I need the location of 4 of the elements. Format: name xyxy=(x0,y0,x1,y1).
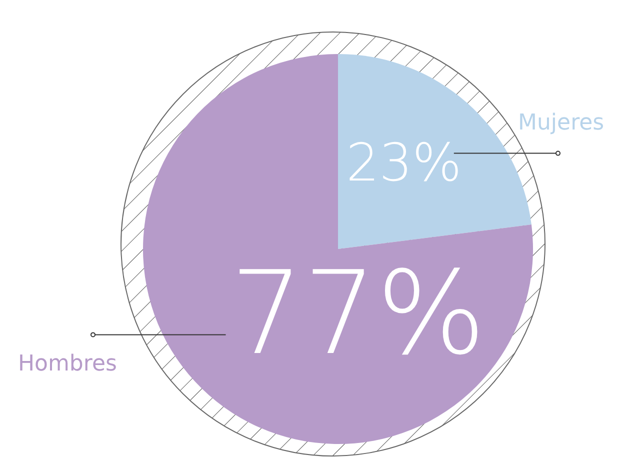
data-label: 77% xyxy=(230,247,486,381)
data-label: 23% xyxy=(346,134,462,194)
slice-label: Mujeres xyxy=(518,110,604,136)
slice-label: Hombres xyxy=(18,352,117,377)
